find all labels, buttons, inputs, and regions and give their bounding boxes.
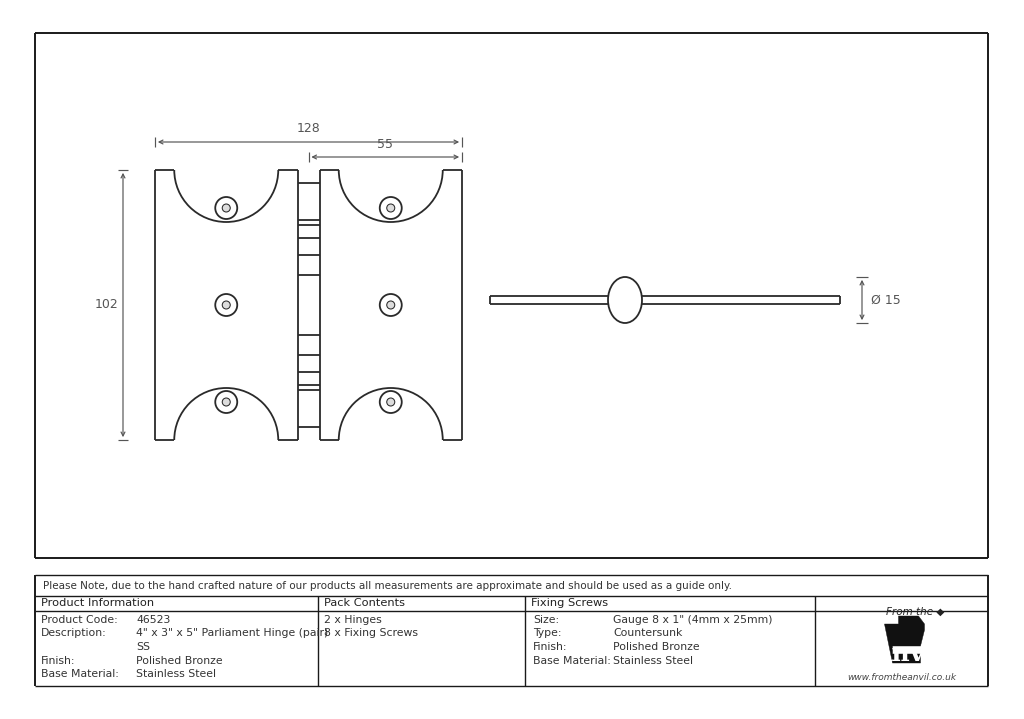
Ellipse shape xyxy=(608,277,642,323)
Text: Ø 15: Ø 15 xyxy=(871,293,901,306)
Text: Polished Bronze: Polished Bronze xyxy=(613,642,699,652)
Text: Product Information: Product Information xyxy=(41,598,155,608)
Text: Polished Bronze: Polished Bronze xyxy=(136,656,222,666)
Ellipse shape xyxy=(222,301,230,309)
Ellipse shape xyxy=(380,294,401,316)
Text: Base Material:: Base Material: xyxy=(534,656,611,666)
Ellipse shape xyxy=(380,197,401,219)
Polygon shape xyxy=(885,616,925,663)
Text: Finish:: Finish: xyxy=(534,642,567,652)
Text: Product Code:: Product Code: xyxy=(41,615,118,625)
Ellipse shape xyxy=(387,398,394,406)
Text: Pack Contents: Pack Contents xyxy=(324,598,406,608)
Text: Please Note, due to the hand crafted nature of our products all measurements are: Please Note, due to the hand crafted nat… xyxy=(43,581,732,591)
Text: 102: 102 xyxy=(94,298,118,311)
Text: Size:: Size: xyxy=(534,615,559,625)
Text: 128: 128 xyxy=(297,122,321,135)
Ellipse shape xyxy=(222,204,230,212)
Text: Type:: Type: xyxy=(534,628,561,638)
Text: 2 x Hinges: 2 x Hinges xyxy=(324,615,382,625)
Text: Gauge 8 x 1" (4mm x 25mm): Gauge 8 x 1" (4mm x 25mm) xyxy=(613,615,772,625)
Ellipse shape xyxy=(222,398,230,406)
Ellipse shape xyxy=(215,294,238,316)
Text: Finish:: Finish: xyxy=(41,656,76,666)
Ellipse shape xyxy=(215,391,238,413)
Text: From the ◆: From the ◆ xyxy=(887,607,945,617)
Text: 46523: 46523 xyxy=(136,615,170,625)
Text: SS: SS xyxy=(136,642,150,652)
Text: 55: 55 xyxy=(377,138,393,151)
Text: www.fromtheanvil.co.uk: www.fromtheanvil.co.uk xyxy=(847,672,956,682)
Text: 8 x Fixing Screws: 8 x Fixing Screws xyxy=(324,628,418,638)
Text: Base Material:: Base Material: xyxy=(41,669,119,679)
Text: 4" x 3" x 5" Parliament Hinge (pair): 4" x 3" x 5" Parliament Hinge (pair) xyxy=(136,628,329,638)
Text: Anvil: Anvil xyxy=(871,642,943,666)
Ellipse shape xyxy=(387,204,394,212)
Text: Countersunk: Countersunk xyxy=(613,628,682,638)
Text: Stainless Steel: Stainless Steel xyxy=(136,669,216,679)
Ellipse shape xyxy=(215,197,238,219)
Ellipse shape xyxy=(380,391,401,413)
Ellipse shape xyxy=(387,301,394,309)
Text: Description:: Description: xyxy=(41,628,106,638)
Text: Stainless Steel: Stainless Steel xyxy=(613,656,693,666)
Text: Fixing Screws: Fixing Screws xyxy=(531,598,608,608)
